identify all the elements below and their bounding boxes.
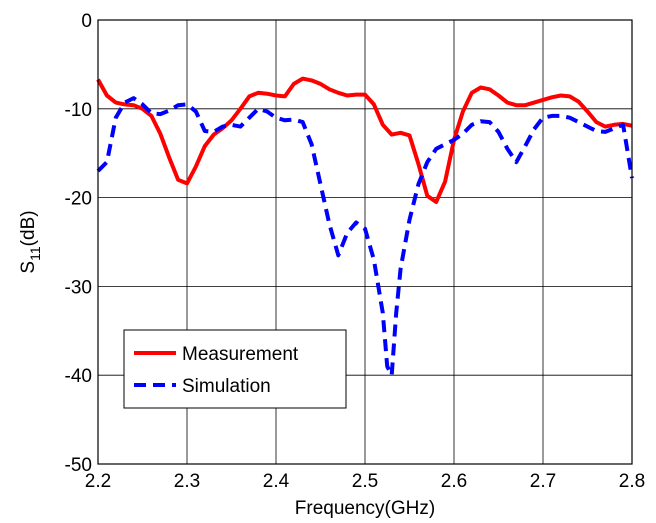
y-tick-label: -30 xyxy=(65,277,92,298)
y-axis-title: S11(dB) xyxy=(18,210,43,273)
x-tick-label: 2.5 xyxy=(352,471,378,492)
series-line-simulation xyxy=(96,96,634,378)
x-tick-label: 2.8 xyxy=(619,471,645,492)
y-tick-label: -10 xyxy=(65,100,92,121)
x-tick-label: 2.2 xyxy=(85,471,111,492)
legend-box xyxy=(123,329,347,409)
x-tick-label: 2.7 xyxy=(530,471,556,492)
plot-frame xyxy=(97,19,633,465)
y-axis-title-main: S xyxy=(18,261,39,274)
y-tick-label: 0 xyxy=(81,11,92,32)
y-tick-label: -20 xyxy=(65,189,92,210)
y-axis-title-subscript: 11 xyxy=(27,246,43,261)
legend-label-simulation: Simulation xyxy=(182,376,271,397)
tick-labels: 2.2 2.3 2.4 2.5 2.6 2.7 2.8 0 -10 -20 -30 -40 -50 xyxy=(65,11,646,492)
y-tick-label: -40 xyxy=(65,366,92,387)
x-tick-label: 2.3 xyxy=(174,471,200,492)
series-line-measurement xyxy=(96,76,633,204)
x-axis-title: Frequency(GHz) xyxy=(295,498,435,519)
y-axis-title-unit: (dB) xyxy=(18,210,39,246)
y-tick-label: -50 xyxy=(65,455,92,476)
legend-label-measurement: Measurement xyxy=(182,344,299,365)
series-lines xyxy=(96,76,634,378)
x-tick-label: 2.6 xyxy=(441,471,467,492)
legend: Measurement Simulation xyxy=(123,329,347,409)
x-tick-label: 2.4 xyxy=(263,471,290,492)
